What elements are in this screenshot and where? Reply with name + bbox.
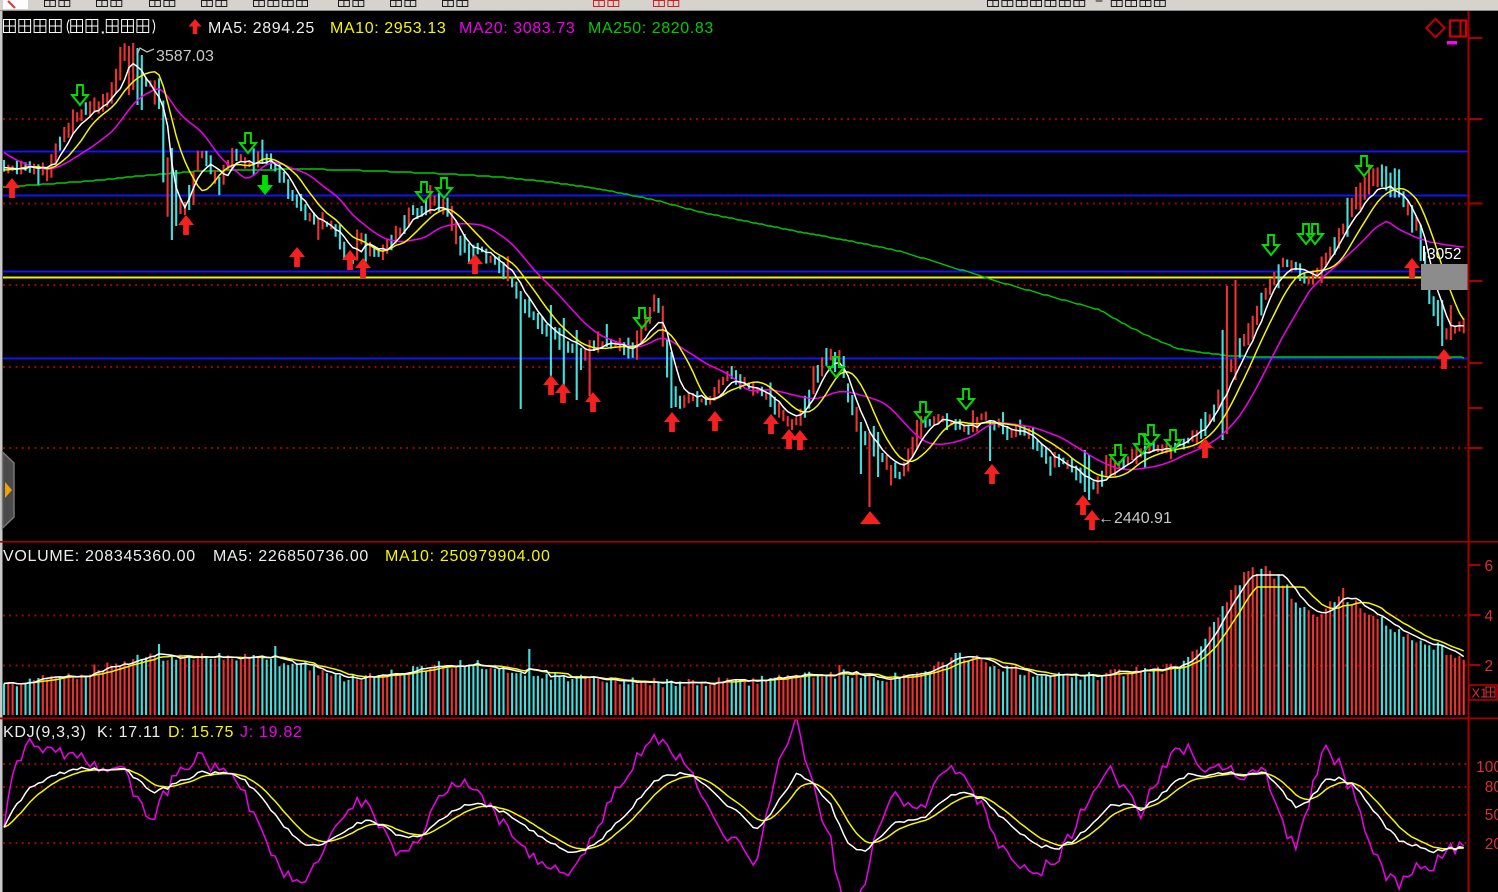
svg-text:100: 100 <box>1476 759 1498 776</box>
svg-text:KDJ(9,3,3)K: 17.11D: 15.75J: 1: KDJ(9,3,3) K: 17.11 D: 15.75 J: 19.82 <box>3 724 303 741</box>
svg-text:3052: 3052 <box>1427 246 1461 263</box>
svg-text:X1: X1 <box>1472 686 1488 701</box>
svg-text:80: 80 <box>1485 779 1498 796</box>
svg-text:20: 20 <box>1485 836 1498 853</box>
svg-text:←2440.91: ←2440.91 <box>1098 510 1172 527</box>
svg-text:MA10: 2953.13: MA10: 2953.13 <box>330 20 446 37</box>
svg-text:6: 6 <box>1485 558 1494 575</box>
svg-text:MA20: 3083.73: MA20: 3083.73 <box>459 20 575 37</box>
svg-text:MA5: 2894.25: MA5: 2894.25 <box>208 20 315 37</box>
svg-text:3587.03: 3587.03 <box>156 48 214 65</box>
svg-text:MA250: 2820.83: MA250: 2820.83 <box>588 20 714 37</box>
svg-text:4: 4 <box>1485 608 1494 625</box>
svg-text:2: 2 <box>1485 658 1494 675</box>
svg-text:50: 50 <box>1485 807 1498 824</box>
